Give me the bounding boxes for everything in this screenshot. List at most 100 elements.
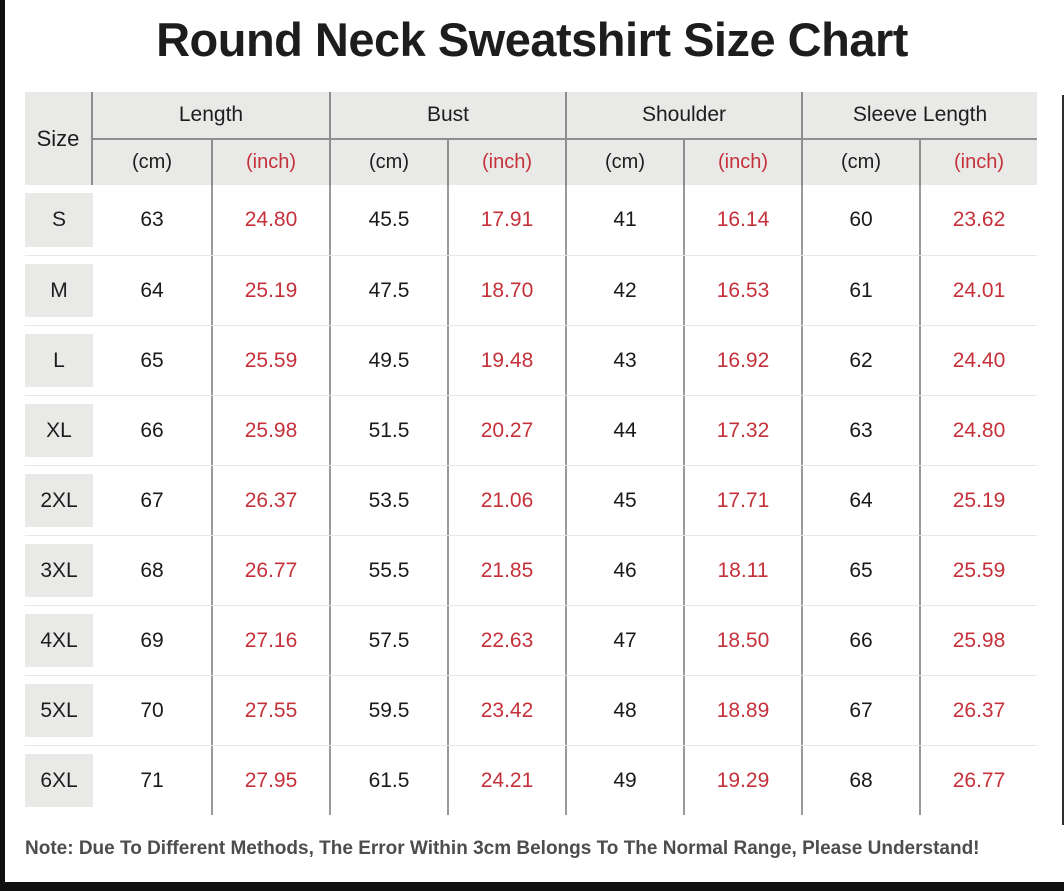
table-row-xl: XL 66 25.98 51.5 20.27 44 17.32 63 24.80 <box>25 395 1037 465</box>
length-inch-cell: 25.59 <box>211 326 329 395</box>
shoulder-inch-cell: 17.71 <box>683 466 801 535</box>
group-header-shoulder: Shoulder <box>565 92 801 140</box>
bust-cm-cell: 45.5 <box>329 185 447 255</box>
unit-header-sleeve-inch: (inch) <box>919 140 1037 185</box>
size-label: L <box>25 334 93 387</box>
size-label: 5XL <box>25 684 93 737</box>
bust-inch-cell: 19.48 <box>447 326 565 395</box>
length-inch-cell: 25.19 <box>211 256 329 325</box>
shoulder-cm-cell: 42 <box>565 256 683 325</box>
size-cell: 2XL <box>25 466 93 535</box>
bust-inch-cell: 23.42 <box>447 676 565 745</box>
group-header-sleeve-length: Sleeve Length <box>801 92 1037 140</box>
size-label: 6XL <box>25 754 93 807</box>
sleeve-cm-cell: 63 <box>801 396 919 465</box>
bust-cm-cell: 55.5 <box>329 536 447 605</box>
bust-cm-cell: 61.5 <box>329 746 447 815</box>
sleeve-inch-cell: 25.98 <box>919 606 1037 675</box>
size-cell: 5XL <box>25 676 93 745</box>
shoulder-inch-cell: 18.11 <box>683 536 801 605</box>
bust-cm-cell: 51.5 <box>329 396 447 465</box>
bust-cm-cell: 57.5 <box>329 606 447 675</box>
size-label: S <box>25 193 93 247</box>
photo-edge-bottom <box>0 882 1064 891</box>
size-label: XL <box>25 404 93 457</box>
shoulder-cm-cell: 47 <box>565 606 683 675</box>
length-cm-cell: 69 <box>140 628 164 652</box>
size-cell: L <box>25 326 93 395</box>
size-cell: 4XL <box>25 606 93 675</box>
unit-header-shoulder-cm: (cm) <box>565 140 683 185</box>
length-cm-cell: 66 <box>140 418 164 442</box>
sleeve-cm-cell: 67 <box>801 676 919 745</box>
group-header-length: Length <box>93 92 329 140</box>
sleeve-inch-cell: 23.62 <box>919 185 1037 255</box>
bust-cm-cell: 47.5 <box>329 256 447 325</box>
length-cm-cell: 70 <box>140 698 164 722</box>
shoulder-cm-cell: 46 <box>565 536 683 605</box>
length-cm-cell: 63 <box>140 208 164 231</box>
sleeve-inch-cell: 26.77 <box>919 746 1037 815</box>
length-cm-cell: 68 <box>140 558 164 582</box>
shoulder-inch-cell: 16.92 <box>683 326 801 395</box>
shoulder-inch-cell: 16.53 <box>683 256 801 325</box>
size-cell: XL <box>25 396 93 465</box>
length-inch-cell: 27.55 <box>211 676 329 745</box>
unit-header-length-cm: (cm) <box>93 140 211 185</box>
table-row-s: S 63 24.80 45.5 17.91 41 16.14 60 23.62 <box>25 185 1037 255</box>
length-inch-cell: 27.95 <box>211 746 329 815</box>
sleeve-cm-cell: 60 <box>801 185 919 255</box>
shoulder-cm-cell: 41 <box>565 185 683 255</box>
length-inch-cell: 24.80 <box>211 185 329 255</box>
table-row-5xl: 5XL 70 27.55 59.5 23.42 48 18.89 67 26.3… <box>25 675 1037 745</box>
shoulder-inch-cell: 19.29 <box>683 746 801 815</box>
sleeve-cm-cell: 66 <box>801 606 919 675</box>
table-header: Size Length Bust Shoulder Sleeve Length … <box>25 92 1037 185</box>
bust-cm-cell: 53.5 <box>329 466 447 535</box>
size-cell: 6XL <box>25 746 93 815</box>
page-title: Round Neck Sweatshirt Size Chart <box>156 13 908 66</box>
shoulder-inch-cell: 16.14 <box>683 185 801 255</box>
bust-cm-cell: 59.5 <box>329 676 447 745</box>
size-label: 4XL <box>25 614 93 667</box>
sleeve-cm-cell: 61 <box>801 256 919 325</box>
unit-header-bust-cm: (cm) <box>329 140 447 185</box>
group-header-bust: Bust <box>329 92 565 140</box>
size-chart-table: Size Length Bust Shoulder Sleeve Length … <box>25 92 1037 815</box>
table-row-4xl: 4XL 69 27.16 57.5 22.63 47 18.50 66 25.9… <box>25 605 1037 675</box>
sleeve-cm-cell: 68 <box>801 746 919 815</box>
sleeve-inch-cell: 24.80 <box>919 396 1037 465</box>
size-cell: M <box>25 256 93 325</box>
photo-edge-left <box>0 0 5 891</box>
bust-inch-cell: 21.06 <box>447 466 565 535</box>
length-cm-cell: 67 <box>140 488 164 512</box>
size-cell: S <box>25 185 93 255</box>
bust-inch-cell: 20.27 <box>447 396 565 465</box>
shoulder-inch-cell: 18.89 <box>683 676 801 745</box>
sleeve-inch-cell: 25.59 <box>919 536 1037 605</box>
unit-header-length-inch: (inch) <box>211 140 329 185</box>
length-cm-cell: 65 <box>140 348 164 372</box>
length-cm-cell: 64 <box>140 278 164 302</box>
unit-header-sleeve-cm: (cm) <box>801 140 919 185</box>
shoulder-cm-cell: 49 <box>565 746 683 815</box>
unit-header-bust-inch: (inch) <box>447 140 565 185</box>
table-row-6xl: 6XL 71 27.95 61.5 24.21 49 19.29 68 26.7… <box>25 745 1037 815</box>
bust-inch-cell: 18.70 <box>447 256 565 325</box>
length-inch-cell: 25.98 <box>211 396 329 465</box>
shoulder-cm-cell: 48 <box>565 676 683 745</box>
sleeve-cm-cell: 65 <box>801 536 919 605</box>
photo-edge-right <box>1062 95 1064 825</box>
sleeve-inch-cell: 24.40 <box>919 326 1037 395</box>
length-inch-cell: 26.37 <box>211 466 329 535</box>
shoulder-cm-cell: 43 <box>565 326 683 395</box>
unit-header-shoulder-inch: (inch) <box>683 140 801 185</box>
sleeve-cm-cell: 64 <box>801 466 919 535</box>
length-inch-cell: 27.16 <box>211 606 329 675</box>
table-body: S 63 24.80 45.5 17.91 41 16.14 60 23.62 … <box>25 185 1037 815</box>
sleeve-inch-cell: 24.01 <box>919 256 1037 325</box>
size-label: M <box>25 264 93 317</box>
bust-inch-cell: 17.91 <box>447 185 565 255</box>
bust-cm-cell: 49.5 <box>329 326 447 395</box>
size-label: 3XL <box>25 544 93 597</box>
